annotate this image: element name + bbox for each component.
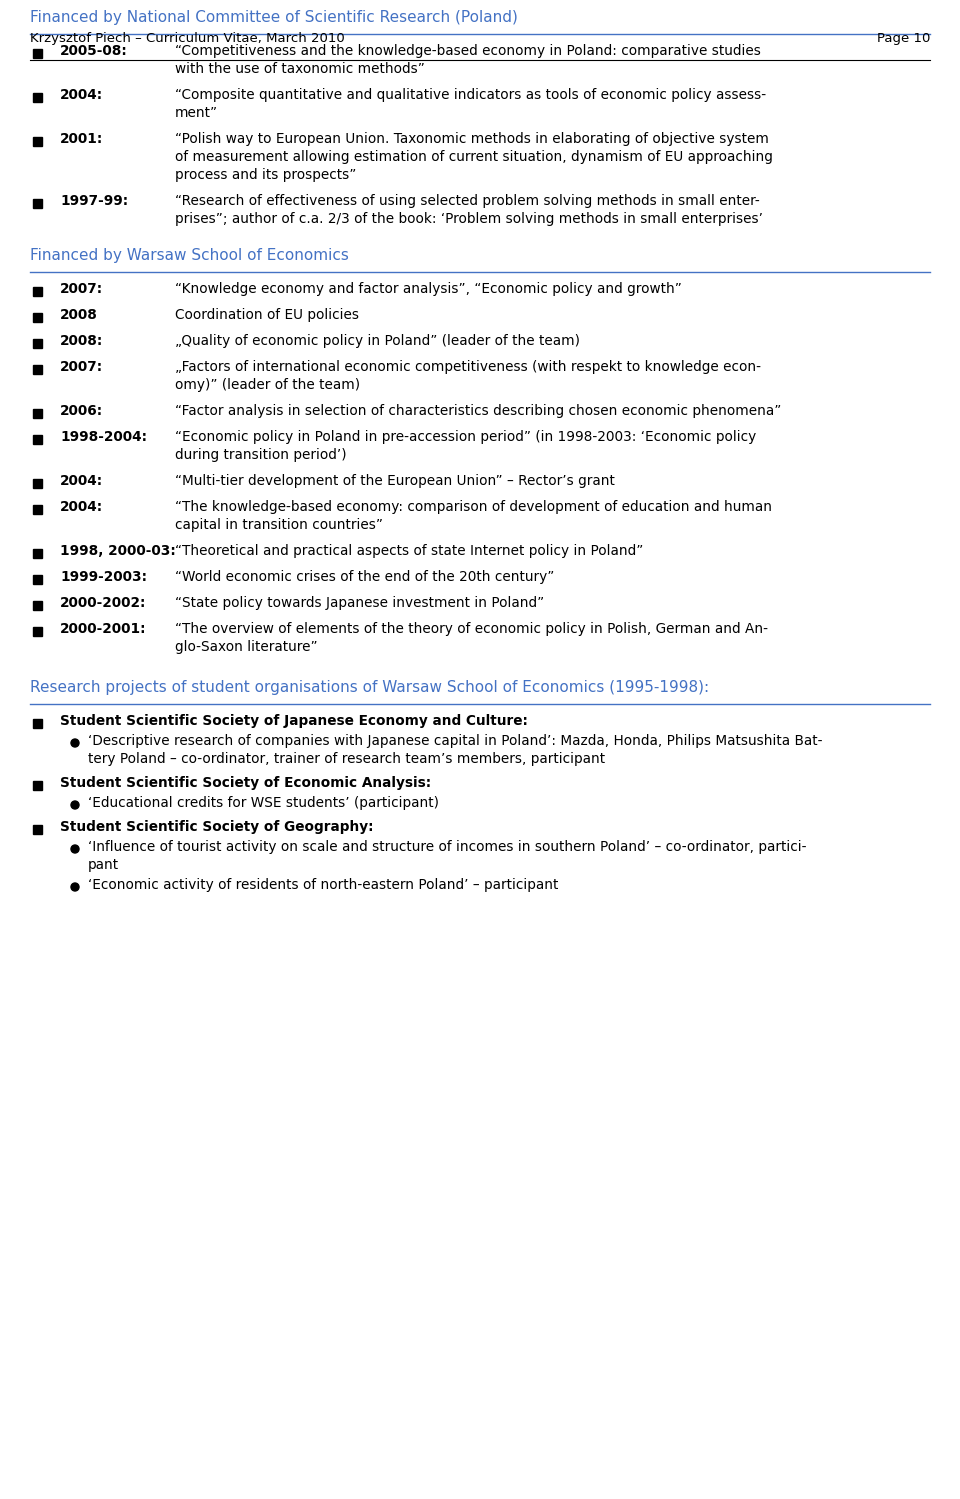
Text: “Composite quantitative and qualitative indicators as tools of economic policy a: “Composite quantitative and qualitative … xyxy=(175,88,766,102)
Text: Page 10: Page 10 xyxy=(876,31,930,45)
Bar xyxy=(33,198,41,207)
Text: glo-Saxon literature”: glo-Saxon literature” xyxy=(175,640,318,654)
Bar xyxy=(33,505,41,514)
Text: with the use of taxonomic methods”: with the use of taxonomic methods” xyxy=(175,61,425,76)
Bar xyxy=(33,824,41,833)
Text: 2000-2001:: 2000-2001: xyxy=(60,622,147,636)
Bar xyxy=(33,136,41,145)
Text: “Polish way to European Union. Taxonomic methods in elaborating of objective sys: “Polish way to European Union. Taxonomic… xyxy=(175,132,769,145)
Bar xyxy=(33,574,41,583)
Text: “Research of effectiveness of using selected problem solving methods in small en: “Research of effectiveness of using sele… xyxy=(175,193,759,208)
Bar xyxy=(33,93,41,102)
Text: capital in transition countries”: capital in transition countries” xyxy=(175,519,383,532)
Text: omy)” (leader of the team): omy)” (leader of the team) xyxy=(175,378,360,393)
Text: “The knowledge-based economy: comparison of development of education and human: “The knowledge-based economy: comparison… xyxy=(175,501,772,514)
Text: Coordination of EU policies: Coordination of EU policies xyxy=(175,307,359,322)
Text: Financed by National Committee of Scientific Research (Poland): Financed by National Committee of Scient… xyxy=(30,10,517,25)
Text: „Quality of economic policy in Poland” (leader of the team): „Quality of economic policy in Poland” (… xyxy=(175,334,580,348)
Bar xyxy=(33,435,41,444)
Text: 1999-2003:: 1999-2003: xyxy=(60,570,147,585)
Text: “Factor analysis in selection of characteristics describing chosen economic phen: “Factor analysis in selection of charact… xyxy=(175,405,781,418)
Text: Student Scientific Society of Geography:: Student Scientific Society of Geography: xyxy=(60,820,373,833)
Text: Financed by Warsaw School of Economics: Financed by Warsaw School of Economics xyxy=(30,247,348,262)
Text: 2006:: 2006: xyxy=(60,405,103,418)
Text: 2004:: 2004: xyxy=(60,501,103,514)
Circle shape xyxy=(71,845,79,853)
Text: 1997-99:: 1997-99: xyxy=(60,193,128,208)
Text: ‘Economic activity of residents of north-eastern Poland’ – participant: ‘Economic activity of residents of north… xyxy=(88,878,559,892)
Bar xyxy=(33,627,41,636)
Bar xyxy=(33,601,41,610)
Bar xyxy=(33,364,41,373)
Text: “Economic policy in Poland in pre-accession period” (in 1998-2003: ‘Economic pol: “Economic policy in Poland in pre-access… xyxy=(175,430,756,444)
Text: Student Scientific Society of Economic Analysis:: Student Scientific Society of Economic A… xyxy=(60,776,431,790)
Text: during transition period’): during transition period’) xyxy=(175,448,347,462)
Bar xyxy=(33,48,41,57)
Bar xyxy=(33,286,41,295)
Circle shape xyxy=(71,739,79,747)
Text: “Theoretical and practical aspects of state Internet policy in Poland”: “Theoretical and practical aspects of st… xyxy=(175,544,643,558)
Bar xyxy=(33,478,41,487)
Text: 1998, 2000-03:: 1998, 2000-03: xyxy=(60,544,176,558)
Text: 2001:: 2001: xyxy=(60,132,104,145)
Text: “State policy towards Japanese investment in Poland”: “State policy towards Japanese investmen… xyxy=(175,597,544,610)
Bar xyxy=(33,549,41,558)
Text: “Competitiveness and the knowledge-based economy in Poland: comparative studies: “Competitiveness and the knowledge-based… xyxy=(175,43,761,58)
Text: “World economic crises of the end of the 20th century”: “World economic crises of the end of the… xyxy=(175,570,554,585)
Text: 2007:: 2007: xyxy=(60,282,103,295)
Text: prises”; author of c.a. 2/3 of the book: ‘Problem solving methods in small enter: prises”; author of c.a. 2/3 of the book:… xyxy=(175,211,763,226)
Text: ‘Descriptive research of companies with Japanese capital in Poland’: Mazda, Hond: ‘Descriptive research of companies with … xyxy=(88,735,823,748)
Text: “Multi-tier development of the European Union” – Rector’s grant: “Multi-tier development of the European … xyxy=(175,474,614,489)
Text: ‘Educational credits for WSE students’ (participant): ‘Educational credits for WSE students’ (… xyxy=(88,796,439,809)
Text: 2004:: 2004: xyxy=(60,474,103,489)
Text: 2008: 2008 xyxy=(60,307,98,322)
Text: process and its prospects”: process and its prospects” xyxy=(175,168,356,181)
Text: 2000-2002:: 2000-2002: xyxy=(60,597,146,610)
Bar xyxy=(33,312,41,321)
Text: Krzysztof Piech – Curriculum Vitae, March 2010: Krzysztof Piech – Curriculum Vitae, Marc… xyxy=(30,31,345,45)
Bar xyxy=(33,781,41,790)
Text: ‘Influence of tourist activity on scale and structure of incomes in southern Pol: ‘Influence of tourist activity on scale … xyxy=(88,839,806,854)
Text: ment”: ment” xyxy=(175,106,218,120)
Text: Research projects of student organisations of Warsaw School of Economics (1995-1: Research projects of student organisatio… xyxy=(30,681,709,696)
Text: 1998-2004:: 1998-2004: xyxy=(60,430,147,444)
Text: 2008:: 2008: xyxy=(60,334,104,348)
Text: tery Poland – co-ordinator, trainer of research team’s members, participant: tery Poland – co-ordinator, trainer of r… xyxy=(88,752,605,766)
Text: “The overview of elements of the theory of economic policy in Polish, German and: “The overview of elements of the theory … xyxy=(175,622,768,636)
Text: 2007:: 2007: xyxy=(60,360,103,373)
Text: “Knowledge economy and factor analysis”, “Economic policy and growth”: “Knowledge economy and factor analysis”,… xyxy=(175,282,682,295)
Bar xyxy=(33,409,41,418)
Text: of measurement allowing estimation of current situation, dynamism of EU approach: of measurement allowing estimation of cu… xyxy=(175,150,773,163)
Circle shape xyxy=(71,883,79,890)
Bar xyxy=(33,718,41,727)
Bar xyxy=(33,339,41,348)
Text: pant: pant xyxy=(88,857,119,872)
Circle shape xyxy=(71,800,79,809)
Text: „Factors of international economic competitiveness (with respekt to knowledge ec: „Factors of international economic compe… xyxy=(175,360,761,373)
Text: 2004:: 2004: xyxy=(60,88,103,102)
Text: Student Scientific Society of Japanese Economy and Culture:: Student Scientific Society of Japanese E… xyxy=(60,714,528,729)
Text: 2005-08:: 2005-08: xyxy=(60,43,128,58)
